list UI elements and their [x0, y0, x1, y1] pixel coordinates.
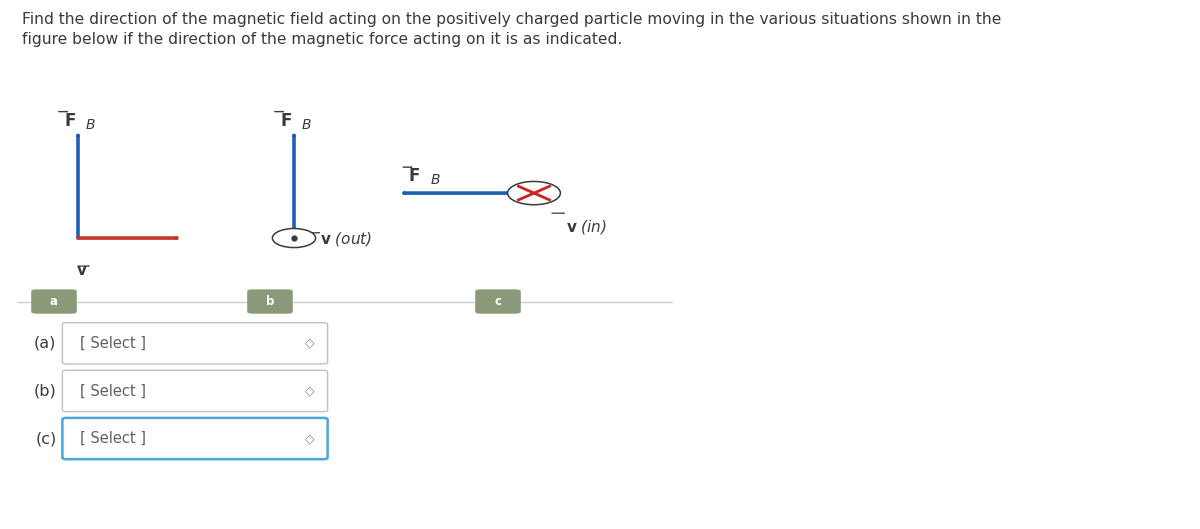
- Text: $\mathbf{v}$ (in): $\mathbf{v}$ (in): [566, 218, 607, 236]
- Text: [ Select ]: [ Select ]: [80, 431, 146, 446]
- Text: [ Select ]: [ Select ]: [80, 336, 146, 351]
- Text: $\mathbf{v}$ (out): $\mathbf{v}$ (out): [320, 230, 372, 248]
- Text: $\mathbf{v}$: $\mathbf{v}$: [76, 263, 88, 278]
- Text: $\mathbf{F}$: $\mathbf{F}$: [280, 112, 292, 130]
- Text: a: a: [50, 295, 58, 308]
- Text: ◇: ◇: [305, 385, 314, 397]
- Text: $\mathbf{F}$: $\mathbf{F}$: [64, 112, 76, 130]
- FancyBboxPatch shape: [62, 323, 328, 364]
- FancyBboxPatch shape: [247, 289, 293, 314]
- Text: $\mathbf{F}$: $\mathbf{F}$: [408, 167, 420, 185]
- Text: figure below if the direction of the magnetic force acting on it is as indicated: figure below if the direction of the mag…: [22, 32, 622, 47]
- FancyBboxPatch shape: [62, 418, 328, 459]
- Text: $B$: $B$: [85, 118, 96, 132]
- Text: b: b: [266, 295, 274, 308]
- Text: ◇: ◇: [305, 432, 314, 445]
- Text: c: c: [494, 295, 502, 308]
- Text: (b): (b): [34, 384, 56, 398]
- Circle shape: [508, 181, 560, 205]
- Text: Find the direction of the magnetic field acting on the positively charged partic: Find the direction of the magnetic field…: [22, 12, 1001, 26]
- Text: (c): (c): [35, 431, 56, 446]
- FancyBboxPatch shape: [475, 289, 521, 314]
- FancyBboxPatch shape: [31, 289, 77, 314]
- Text: $B$: $B$: [301, 118, 312, 132]
- Text: $B$: $B$: [430, 174, 440, 187]
- Text: ◇: ◇: [305, 337, 314, 350]
- Circle shape: [272, 229, 316, 248]
- FancyBboxPatch shape: [62, 370, 328, 412]
- Text: [ Select ]: [ Select ]: [80, 384, 146, 398]
- Text: (a): (a): [34, 336, 56, 351]
